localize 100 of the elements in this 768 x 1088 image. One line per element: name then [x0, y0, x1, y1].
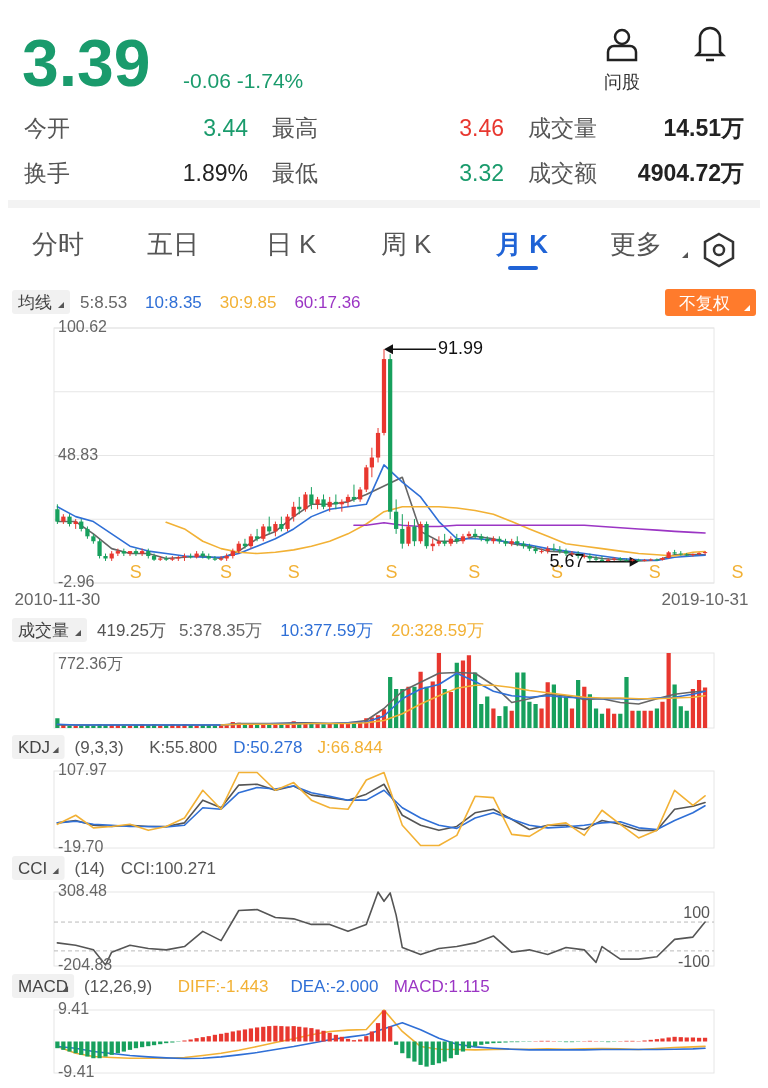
- text: 今开: [24, 115, 70, 141]
- bar: [696, 1037, 702, 1042]
- bar: [479, 704, 484, 728]
- candlestick: [406, 521, 411, 547]
- series-label: D:50.278: [233, 738, 303, 757]
- annotation: 772.36万: [58, 655, 123, 672]
- text: 4904.72万: [637, 160, 744, 186]
- bar: [67, 725, 72, 728]
- candlestick: [654, 557, 660, 562]
- candlestick: [140, 548, 145, 557]
- text: 不复权: [679, 294, 730, 313]
- series-label: DEA:-2.000: [290, 977, 379, 996]
- bar: [194, 1038, 199, 1042]
- legend-title: CCI: [18, 859, 48, 878]
- bar: [491, 708, 496, 728]
- bar: [206, 1036, 211, 1042]
- legend-title: 成交量: [18, 621, 69, 640]
- y-tick-label: -2.96: [58, 573, 95, 591]
- bar: [230, 1031, 235, 1042]
- bar: [678, 1037, 683, 1042]
- text: DIFF:-1.443: [177, 977, 269, 996]
- bar: [509, 710, 514, 728]
- text: 1.89%: [182, 160, 248, 186]
- bar: [497, 716, 502, 728]
- text: CCI:100.271: [120, 859, 217, 878]
- x-tick-label: 2010-11-30: [14, 590, 101, 609]
- bar: [218, 1033, 224, 1042]
- bar: [236, 1030, 241, 1042]
- candlestick: [115, 548, 120, 557]
- text: 3.32: [459, 160, 504, 186]
- bar: [424, 686, 429, 728]
- bar: [388, 1026, 393, 1042]
- ref-line-label: -100: [677, 952, 711, 970]
- candlestick: [460, 533, 466, 545]
- text: 10:8.35: [145, 293, 202, 312]
- candlestick: [702, 550, 708, 556]
- text: 五日: [147, 229, 199, 259]
- annotation: S: [385, 562, 398, 582]
- bar: [690, 1037, 696, 1042]
- y-tick-label: 9.41: [58, 1000, 90, 1018]
- bar: [472, 1041, 478, 1047]
- bar: [539, 708, 544, 728]
- bar: [333, 1034, 338, 1042]
- bar: [702, 1037, 708, 1042]
- text: K:55.800: [149, 738, 218, 757]
- bar: [364, 1036, 369, 1042]
- bar: [381, 1010, 387, 1042]
- y-tick-label: -9.41: [58, 1063, 95, 1081]
- bar: [630, 710, 635, 728]
- bar: [369, 1031, 374, 1042]
- bar: [67, 1041, 72, 1052]
- legend-title: KDJ: [18, 738, 51, 757]
- candlestick: [412, 518, 417, 547]
- bar: [321, 724, 326, 728]
- bar: [593, 708, 599, 728]
- bar: [109, 1041, 114, 1055]
- text: 问股: [604, 72, 640, 92]
- candlestick: [696, 551, 702, 556]
- bar: [285, 1026, 290, 1042]
- candlestick: [690, 553, 696, 558]
- bar: [648, 710, 653, 728]
- bar: [460, 1041, 466, 1052]
- text: 周 K: [380, 229, 432, 259]
- text: (12,26,9): [84, 977, 153, 996]
- bar: [618, 713, 623, 728]
- bar: [448, 1041, 453, 1059]
- text: 20:328.59万: [390, 621, 484, 640]
- candlestick: [394, 498, 399, 535]
- bar: [339, 1036, 344, 1042]
- bar: [672, 684, 677, 728]
- text: 换手: [24, 160, 70, 186]
- bar: [418, 671, 423, 728]
- bar: [654, 708, 660, 728]
- x-tick-label: 2019-10-31: [661, 590, 749, 609]
- candlestick: [418, 521, 423, 545]
- candlestick: [55, 503, 60, 525]
- text: 3.39: [22, 26, 151, 100]
- annotation: S: [287, 562, 300, 582]
- text: 14.51万: [663, 115, 744, 141]
- bar: [327, 1032, 332, 1042]
- bar: [267, 1026, 272, 1042]
- text: 分时: [32, 229, 84, 259]
- candlestick: [424, 521, 429, 550]
- series-label: J:66.844: [317, 738, 383, 757]
- text: 最高: [272, 115, 318, 141]
- text: 10:377.59万: [280, 621, 373, 640]
- annotation: S: [648, 562, 661, 582]
- bar: [666, 653, 671, 728]
- legend-title: MACD: [18, 977, 69, 996]
- candlestick: [97, 538, 102, 559]
- bar: [448, 692, 453, 728]
- y-tick-label: -204.83: [58, 956, 113, 974]
- text: 成交额: [528, 160, 597, 186]
- bar: [436, 1041, 442, 1064]
- text: 日 K: [265, 229, 317, 259]
- bar: [485, 696, 490, 728]
- text: 3.46: [459, 115, 504, 141]
- annotation: S: [468, 562, 481, 582]
- y-tick-label: 48.83: [58, 445, 99, 463]
- bar: [261, 1026, 266, 1042]
